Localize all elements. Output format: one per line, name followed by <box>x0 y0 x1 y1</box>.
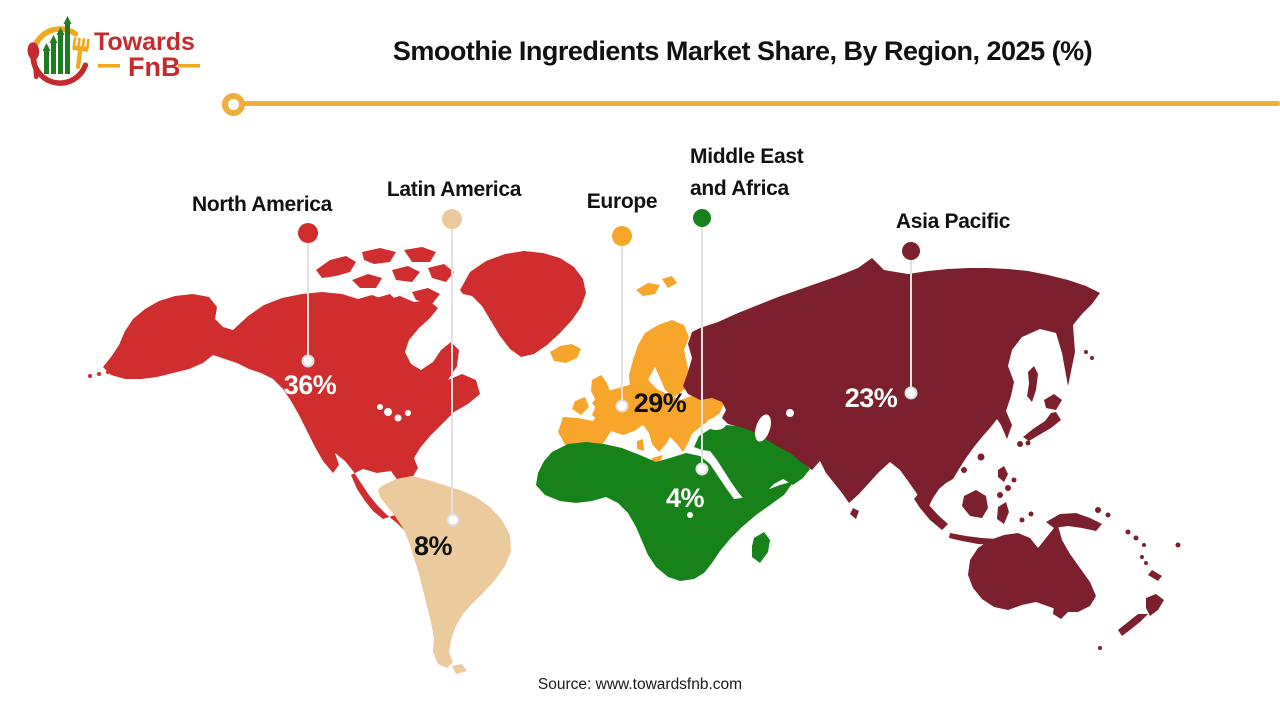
logo-brand-line1: Towards <box>94 28 195 56</box>
region-label-north-america: North America <box>192 193 333 216</box>
connector-endpoint-north-america <box>301 354 315 368</box>
legend-dot-middle-east-africa <box>693 209 711 227</box>
connector-endpoint-asia-pacific <box>904 386 918 400</box>
region-label-middle-east-line2: and Africa <box>690 177 790 200</box>
region-label-europe: Europe <box>587 190 658 213</box>
connector-endpoint-latin-america <box>446 513 460 527</box>
map-region-asia-pacific <box>683 258 1181 650</box>
connector-endpoint-middle-east-africa <box>695 462 709 476</box>
map-lakes <box>377 404 794 518</box>
legend-dot-europe <box>612 226 632 246</box>
spoon-icon <box>27 42 40 79</box>
region-label-asia-pacific: Asia Pacific <box>896 210 1011 233</box>
share-label-middle-east-africa: 4% <box>666 483 705 513</box>
source-note: Source: www.towardsfnb.com <box>537 676 743 693</box>
legend-dot-north-america <box>298 223 318 243</box>
legend-dot-latin-america <box>442 209 462 229</box>
map-region-europe <box>550 276 724 464</box>
map-region-north-america <box>88 247 586 549</box>
map-region-middle-east-africa <box>536 425 810 581</box>
legend-dot-asia-pacific <box>902 242 920 260</box>
connector-endpoint-europe <box>615 399 629 413</box>
title-divider-ring <box>222 93 245 116</box>
growth-bars-icon <box>42 16 72 74</box>
logo-brand-line2: FnB <box>128 52 180 82</box>
logo-dash-right <box>178 64 200 68</box>
share-label-latin-america: 8% <box>414 531 453 561</box>
map-region-latin-america <box>378 476 511 674</box>
share-label-asia-pacific: 23% <box>845 383 898 413</box>
share-label-north-america: 36% <box>284 370 337 400</box>
logo-dash-left <box>98 64 120 68</box>
fork-icon <box>72 37 90 69</box>
page-title: Smoothie Ingredients Market Share, By Re… <box>392 36 1093 66</box>
brand-logo: Towards FnB <box>27 16 200 86</box>
callout-connectors <box>301 227 918 527</box>
region-label-middle-east-line1: Middle East <box>690 145 804 168</box>
title-divider-line <box>243 101 1280 106</box>
region-label-latin-america: Latin America <box>387 178 522 201</box>
share-label-europe: 29% <box>634 388 687 418</box>
